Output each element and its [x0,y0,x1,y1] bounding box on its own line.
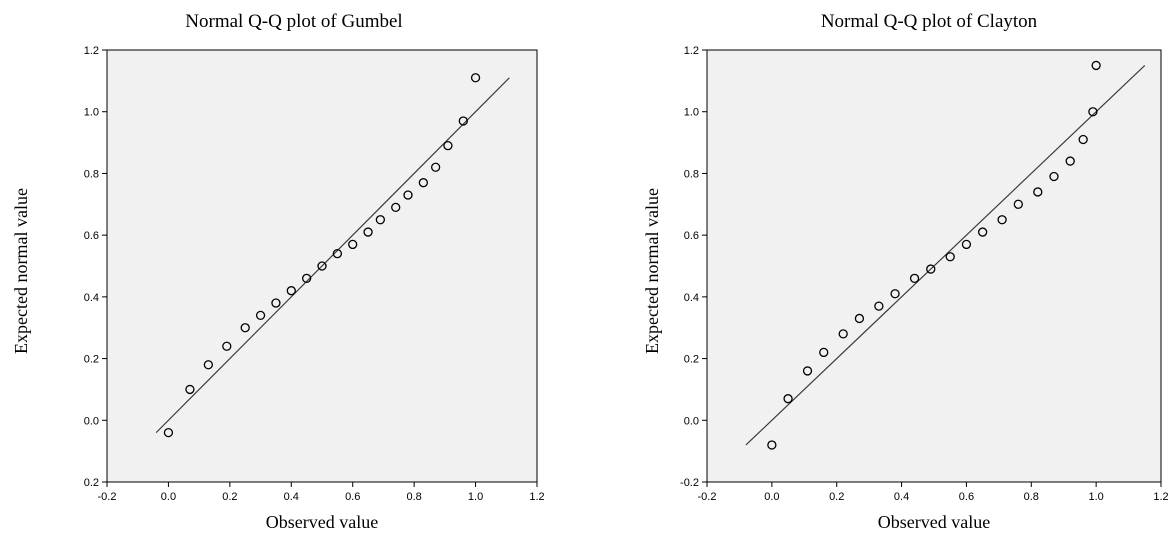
x-tick-label: 0.2 [829,491,844,503]
x-tick-label: 0.6 [959,491,974,503]
data-point [317,261,327,271]
x-tick-label: -0.2 [698,491,717,503]
y-tick-label: 0.4 [684,292,699,304]
data-point [363,227,373,237]
data-point [977,227,988,237]
y-axis-label: Expected normal value [11,188,31,354]
reference-line [745,64,1146,446]
chart-gumbel: Normal Q-Q plot of Gumbel Observed value E… [11,11,545,532]
data-point [767,440,777,450]
data-point [443,141,453,151]
data-point [255,310,266,321]
y-axis-label: Expected normal value [642,188,662,354]
y-tick-label: -0.2 [680,477,699,489]
data-point [375,215,386,225]
y-tick-label: 0.0 [684,415,699,427]
y-tick-label: 0.0 [84,415,99,427]
data-point [909,273,920,283]
y-tick-label: 1.2 [84,45,99,57]
x-axis-label: Observed value [878,512,990,532]
data-point [1078,134,1088,145]
data-point [1013,199,1023,209]
data-point [301,273,312,283]
data-point [838,329,848,339]
data-point [1033,187,1043,197]
data-point [1065,156,1075,166]
data-point [997,215,1007,225]
y-tick-label: 1.0 [84,107,99,119]
data-point [271,298,281,308]
data-point [348,239,358,250]
data-point [286,286,296,296]
data-point [802,366,813,376]
x-tick-label: 1.0 [468,491,483,503]
y-tick-label: 1.2 [684,45,699,57]
data-point [1091,60,1101,71]
data-point [961,239,972,250]
x-tick-label: 0.2 [222,491,237,503]
x-tick-label: 1.2 [1153,491,1168,503]
x-tick-label: 1.0 [1088,491,1103,503]
data-point [926,264,936,274]
chart-title: Normal Q-Q plot of Clayton [821,11,1038,32]
y-tick-label: 0.2 [84,354,99,366]
x-tick-label: -0.2 [98,491,117,503]
y-tick-label: 0.8 [684,168,699,180]
x-tick-label: 0.4 [894,491,909,503]
data-point [203,360,214,370]
x-tick-label: 0.6 [345,491,360,503]
x-axis-label: Observed value [266,512,378,532]
data-point [470,73,481,83]
data-point [430,162,441,172]
data-point [1088,107,1098,117]
data-point [783,394,793,404]
data-point [391,202,401,213]
data-point [163,427,174,438]
y-tick-label: 1.0 [684,107,699,119]
data-point [890,289,900,299]
y-tick-label: 0.4 [84,292,99,304]
x-tick-label: 0.0 [764,491,779,503]
chart-title: Normal Q-Q plot of Gumbel [185,11,402,32]
y-tick-label: 0.2 [684,354,699,366]
y-tick-label: 0.6 [84,230,99,242]
x-tick-label: 1.2 [529,491,544,503]
data-point [458,116,468,126]
y-tick-label: 0.2 [84,477,99,489]
data-point [854,313,865,324]
data-point [418,178,429,188]
data-point [1049,171,1059,182]
data-point [403,190,413,200]
reference-line [155,77,510,434]
data-point [185,384,195,395]
x-tick-label: 0.0 [161,491,176,503]
data-point [945,252,955,262]
data-point [222,341,232,351]
data-point [874,301,884,311]
data-point [332,249,343,259]
chart-clayton: Normal Q-Q plot of Clayton Observed value… [642,11,1169,532]
x-tick-label: 0.8 [406,491,421,503]
y-tick-label: 0.8 [84,168,99,180]
x-tick-label: 0.8 [1024,491,1039,503]
data-point [240,323,250,333]
y-tick-label: 0.6 [684,230,699,242]
data-point [819,347,829,358]
x-tick-label: 0.4 [284,491,299,503]
